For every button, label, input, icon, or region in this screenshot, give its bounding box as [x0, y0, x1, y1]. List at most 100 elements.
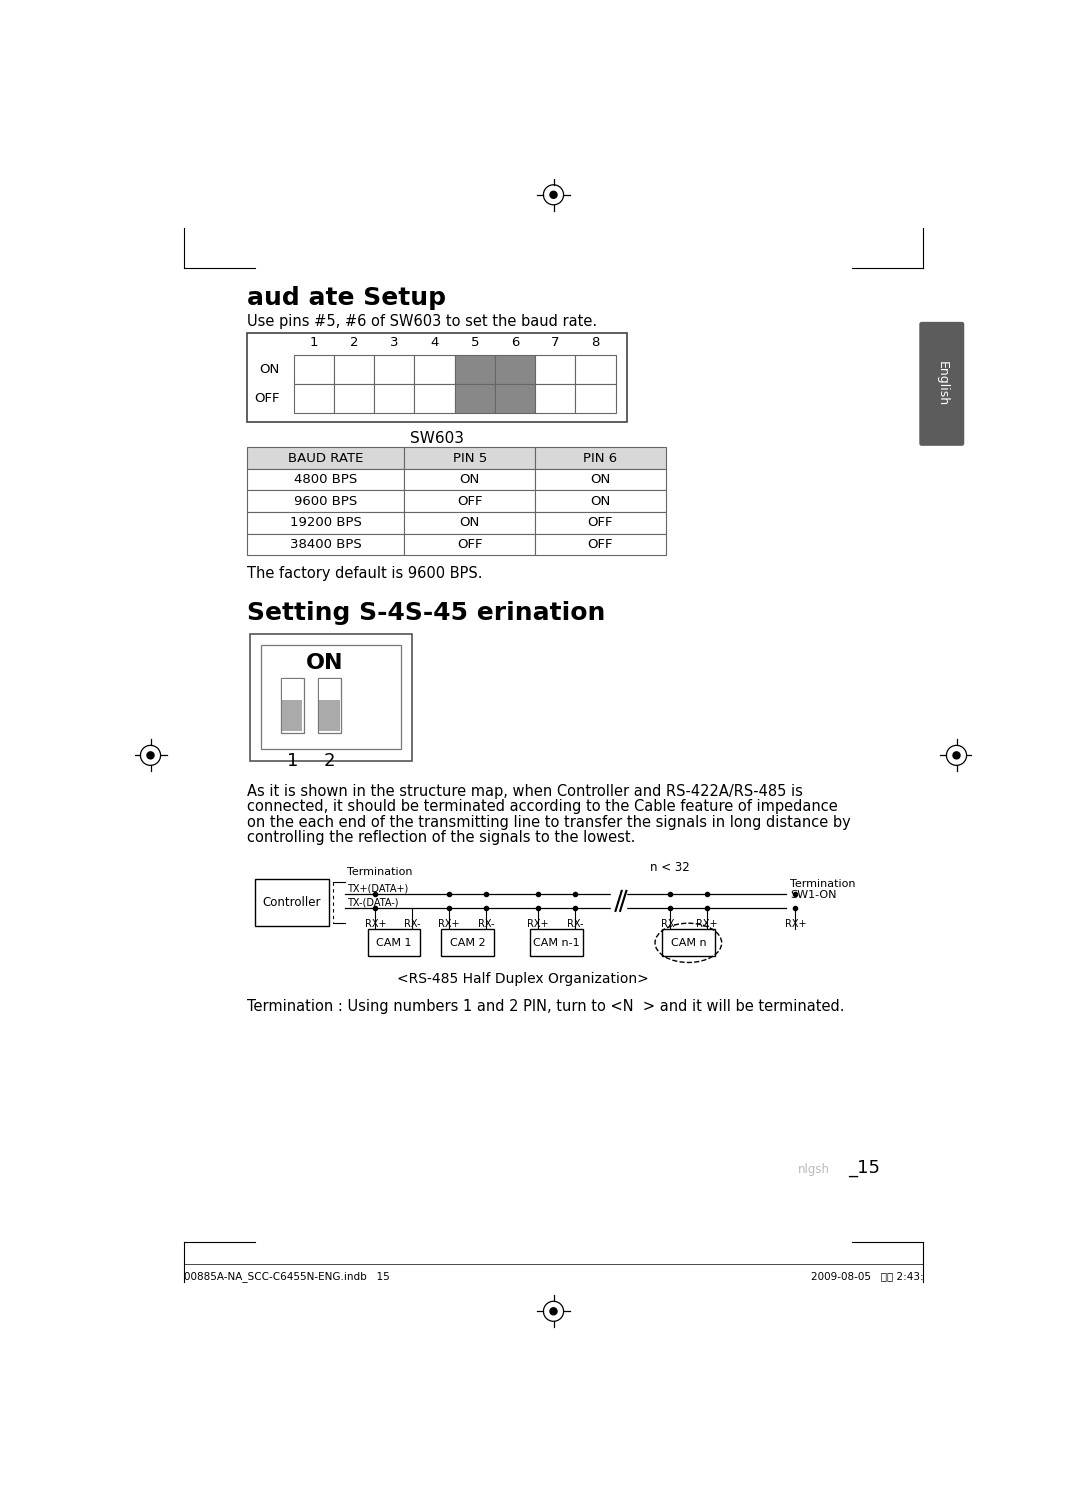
- Bar: [455, 384, 495, 414]
- Text: RX-: RX-: [567, 918, 583, 928]
- Text: RX+: RX+: [784, 918, 806, 928]
- Bar: [576, 354, 616, 384]
- Bar: [576, 384, 616, 414]
- Bar: [535, 354, 576, 384]
- Bar: [495, 384, 535, 414]
- Bar: [404, 469, 535, 490]
- Bar: [334, 354, 375, 384]
- Text: RX-: RX-: [661, 918, 678, 928]
- Text: CAM n-1: CAM n-1: [534, 937, 580, 948]
- Text: ON: ON: [460, 474, 480, 486]
- Text: _15: _15: [848, 1159, 880, 1177]
- Text: Setting S-4S-45 erination: Setting S-4S-45 erination: [247, 601, 606, 625]
- Circle shape: [146, 750, 154, 759]
- FancyBboxPatch shape: [919, 321, 964, 446]
- Bar: [247, 469, 404, 490]
- Text: PIN 5: PIN 5: [453, 451, 487, 465]
- Text: Controller: Controller: [262, 896, 321, 909]
- Bar: [662, 930, 715, 957]
- Text: CAM 1: CAM 1: [376, 937, 411, 948]
- Text: OFF: OFF: [588, 516, 613, 529]
- Text: As it is shown in the structure map, when Controller and RS-422A/RS-485 is: As it is shown in the structure map, whe…: [247, 783, 804, 798]
- Text: English: English: [935, 362, 948, 407]
- Text: 19200 BPS: 19200 BPS: [289, 516, 362, 529]
- Text: 2: 2: [350, 336, 359, 350]
- Bar: [318, 677, 341, 733]
- Bar: [375, 384, 415, 414]
- Text: OFF: OFF: [457, 538, 483, 550]
- Text: nlgsh: nlgsh: [798, 1163, 829, 1175]
- Text: ON: ON: [306, 653, 343, 673]
- Text: TX+(DATA+): TX+(DATA+): [347, 884, 408, 893]
- Bar: [334, 384, 375, 414]
- Text: TX-(DATA-): TX-(DATA-): [347, 897, 399, 907]
- Circle shape: [550, 190, 557, 199]
- Text: 4: 4: [431, 336, 438, 350]
- Bar: [375, 354, 415, 384]
- Text: SW603: SW603: [410, 431, 464, 446]
- Text: 6: 6: [511, 336, 519, 350]
- Circle shape: [953, 750, 961, 759]
- Text: 8: 8: [591, 336, 599, 350]
- Bar: [404, 534, 535, 555]
- Text: ON: ON: [591, 474, 610, 486]
- Text: BAUD RATE: BAUD RATE: [288, 451, 364, 465]
- Text: 7: 7: [551, 336, 559, 350]
- Text: RX+: RX+: [365, 918, 386, 928]
- Text: 2009-08-05   오후 2:43:: 2009-08-05 오후 2:43:: [811, 1271, 923, 1281]
- Bar: [535, 513, 666, 534]
- Text: RX+: RX+: [438, 918, 460, 928]
- Bar: [495, 354, 535, 384]
- Bar: [441, 930, 494, 957]
- Text: 38400 BPS: 38400 BPS: [289, 538, 362, 550]
- Bar: [320, 679, 339, 700]
- Text: 00885A-NA_SCC-C6455N-ENG.indb   15: 00885A-NA_SCC-C6455N-ENG.indb 15: [184, 1271, 390, 1283]
- Bar: [247, 534, 404, 555]
- Text: 2: 2: [324, 752, 335, 770]
- Text: PIN 6: PIN 6: [583, 451, 618, 465]
- Text: connected, it should be terminated according to the Cable feature of impedance: connected, it should be terminated accor…: [247, 800, 838, 815]
- Bar: [247, 333, 627, 422]
- Bar: [535, 384, 576, 414]
- Bar: [249, 634, 413, 761]
- Bar: [247, 447, 404, 469]
- Bar: [247, 513, 404, 534]
- Bar: [282, 700, 302, 731]
- Bar: [404, 447, 535, 469]
- Circle shape: [550, 1307, 557, 1316]
- Bar: [281, 677, 303, 733]
- Bar: [404, 490, 535, 513]
- Bar: [294, 354, 334, 384]
- Bar: [535, 490, 666, 513]
- Text: 1: 1: [310, 336, 319, 350]
- Text: 3: 3: [390, 336, 399, 350]
- Text: The factory default is 9600 BPS.: The factory default is 9600 BPS.: [247, 567, 483, 582]
- Bar: [404, 513, 535, 534]
- Bar: [535, 534, 666, 555]
- Text: <RS-485 Half Duplex Organization>: <RS-485 Half Duplex Organization>: [396, 972, 648, 985]
- Text: Use pins #5, #6 of SW603 to set the baud rate.: Use pins #5, #6 of SW603 to set the baud…: [247, 314, 597, 329]
- Bar: [294, 384, 334, 414]
- Bar: [282, 679, 302, 700]
- Text: on the each end of the transmitting line to transfer the signals in long distanc: on the each end of the transmitting line…: [247, 815, 851, 830]
- Text: ON: ON: [460, 516, 480, 529]
- Bar: [261, 646, 401, 749]
- Text: 5: 5: [471, 336, 480, 350]
- Text: 9600 BPS: 9600 BPS: [294, 495, 357, 508]
- Text: CAM n: CAM n: [671, 937, 706, 948]
- Bar: [255, 879, 328, 927]
- Text: ON: ON: [259, 363, 280, 377]
- Text: n < 32: n < 32: [650, 861, 690, 875]
- Text: aud ate Setup: aud ate Setup: [247, 286, 446, 309]
- Text: RX+: RX+: [527, 918, 549, 928]
- Text: 4800 BPS: 4800 BPS: [294, 474, 357, 486]
- Bar: [535, 469, 666, 490]
- Bar: [320, 700, 339, 731]
- Text: Termination: Termination: [347, 867, 413, 878]
- Text: controlling the reflection of the signals to the lowest.: controlling the reflection of the signal…: [247, 830, 636, 845]
- Text: RX+: RX+: [697, 918, 718, 928]
- Bar: [415, 354, 455, 384]
- Text: OFF: OFF: [588, 538, 613, 550]
- Text: RX-: RX-: [404, 918, 421, 928]
- Text: OFF: OFF: [457, 495, 483, 508]
